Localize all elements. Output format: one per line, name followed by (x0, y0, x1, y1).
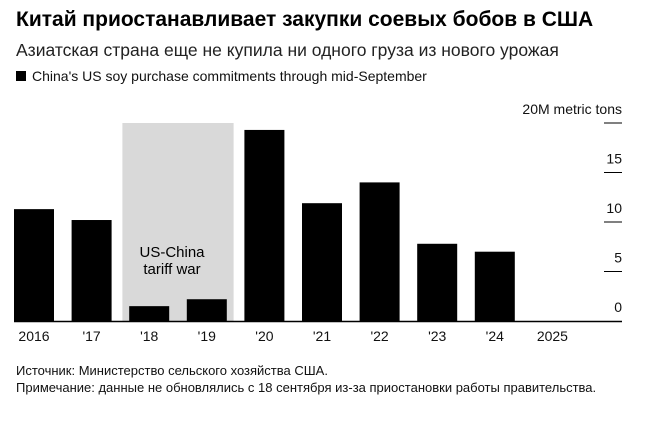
x-tick-label: '22 (370, 328, 388, 344)
x-tick-label: '17 (82, 328, 100, 344)
x-tick-label: '23 (428, 328, 446, 344)
bar (186, 299, 227, 321)
x-tick-label: '18 (140, 328, 158, 344)
x-tick-label: 2025 (537, 328, 568, 344)
y-tick-label: 0 (614, 299, 622, 315)
legend-label: China's US soy purchase commitments thro… (32, 68, 427, 84)
x-tick-label: '24 (486, 328, 504, 344)
bar (129, 306, 170, 321)
bar (71, 220, 112, 321)
annotation-line-2: tariff war (143, 261, 200, 278)
footnotes: Источник: Министерство сельского хозяйст… (16, 362, 636, 396)
bar (302, 203, 342, 321)
bar (359, 182, 400, 321)
bar (474, 251, 515, 321)
y-tick-label: 15 (606, 151, 622, 167)
x-tick-label: 2016 (18, 328, 49, 344)
x-tick-label: '19 (198, 328, 216, 344)
bar (244, 129, 285, 321)
legend: China's US soy purchase commitments thro… (16, 68, 427, 84)
y-tick-label: 5 (614, 250, 622, 266)
x-tick-label: '20 (255, 328, 273, 344)
chart-title: Китай приостанавливает закупки соевых бо… (16, 8, 594, 31)
bar (417, 243, 458, 321)
x-tick-label: '21 (313, 328, 331, 344)
y-tick-label: 20M metric tons (522, 101, 622, 117)
y-tick-label: 10 (606, 200, 622, 216)
legend-swatch (16, 71, 26, 81)
bar (14, 209, 54, 321)
annotation-line-1: US-China (139, 244, 205, 261)
footnote: Примечание: данные не обновлялись с 18 с… (16, 380, 597, 395)
source-note: Источник: Министерство сельского хозяйст… (16, 363, 328, 378)
chart-subtitle: Азиатская страна еще не купила ни одного… (16, 40, 559, 60)
tariff-war-band (122, 123, 234, 321)
